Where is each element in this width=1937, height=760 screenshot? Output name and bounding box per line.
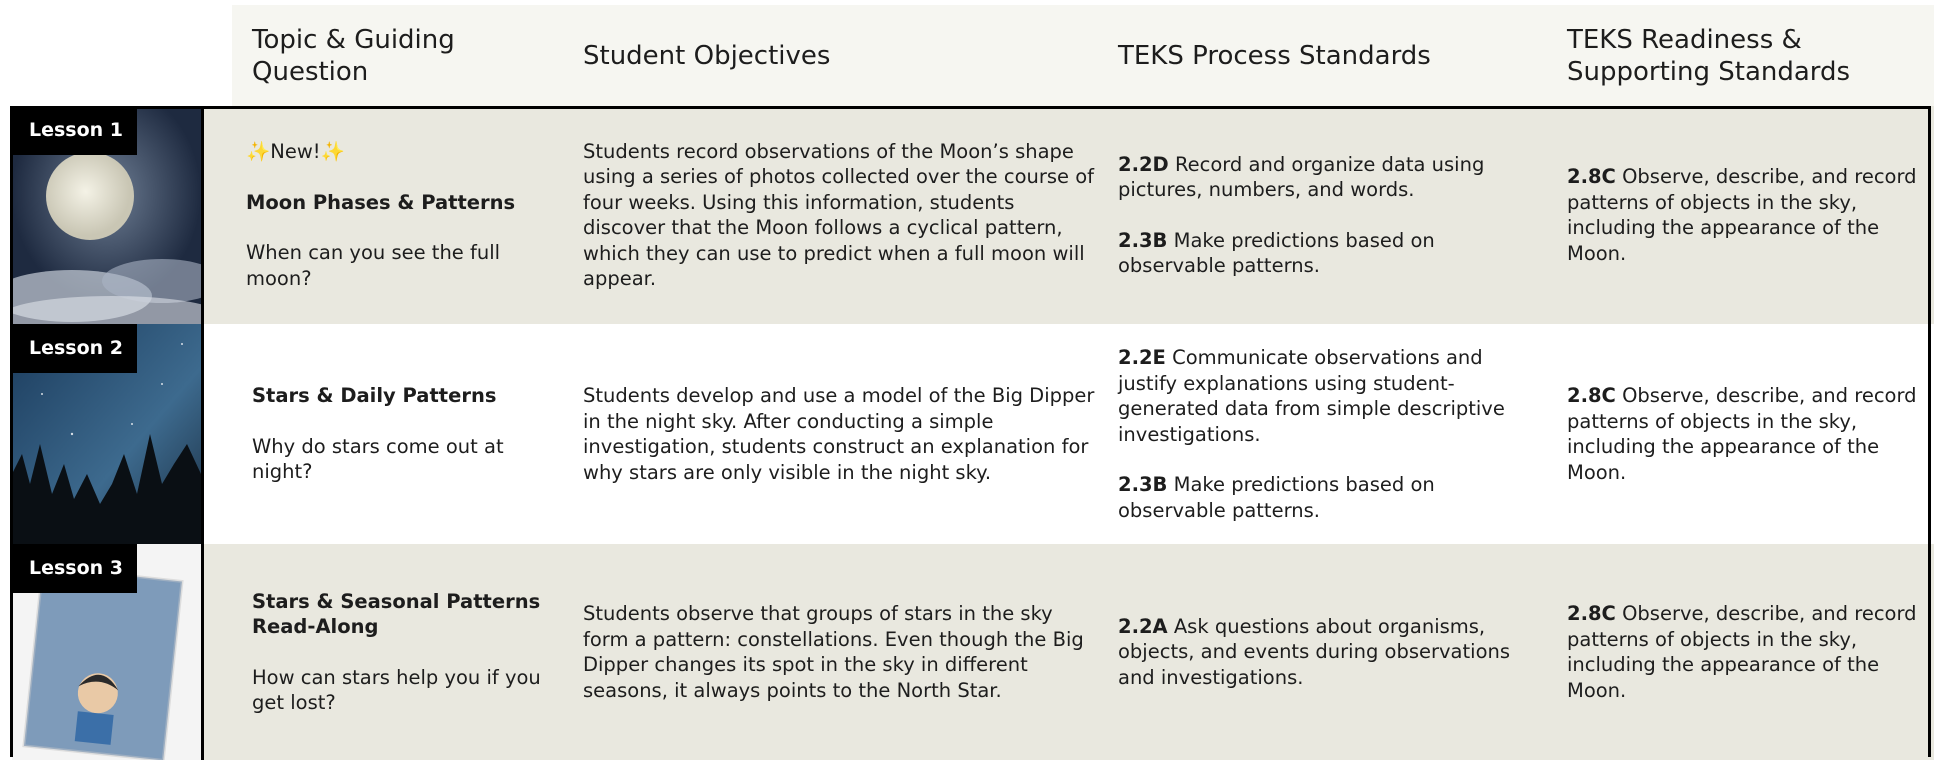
topic-cell: Stars & Daily Patterns Why do stars come… — [252, 324, 552, 544]
objectives: Students observe that groups of stars in… — [583, 602, 1084, 702]
standard-code: 2.3B — [1118, 473, 1168, 496]
readiness-cell: 2.8C Observe, describe, and record patte… — [1567, 544, 1922, 760]
lesson-label: Lesson 1 — [12, 106, 138, 155]
lesson-image: Lesson 1 — [12, 106, 204, 324]
standard-code: 2.8C — [1567, 384, 1616, 407]
lesson-image: Lesson 2 — [12, 324, 204, 544]
standard: 2.8C Observe, describe, and record patte… — [1567, 164, 1922, 266]
lesson-title: Moon Phases & Patterns — [246, 190, 516, 214]
standard-text: Observe, describe, and record patterns o… — [1567, 384, 1917, 484]
process-cell: 2.2E Communicate observations and justif… — [1118, 324, 1538, 544]
standard-text: Communicate observations and justify exp… — [1118, 346, 1505, 446]
column-header: TEKS Readiness & Supporting Standards — [1567, 24, 1851, 87]
standard-code: 2.8C — [1567, 165, 1616, 188]
lesson-row: Lesson 1 ✨New!✨ Moon Phases & Patterns W… — [12, 106, 1934, 324]
guiding-question: Why do stars come out at night? — [252, 434, 504, 484]
standard: 2.2D Record and organize data using pict… — [1118, 152, 1538, 203]
standard-code: 2.2E — [1118, 346, 1166, 369]
standard-code: 2.2A — [1118, 614, 1168, 638]
standard-text: Make predictions based on observable pat… — [1118, 228, 1435, 278]
new-tag: ✨New!✨ — [246, 140, 345, 163]
topic-cell: Stars & Seasonal Patterns Read-Along How… — [252, 544, 562, 760]
lesson-row: Lesson 2 Stars & Daily Patterns Why do s… — [12, 324, 1934, 544]
standard: 2.2A Ask questions about organisms, obje… — [1118, 614, 1538, 691]
column-header: Topic & Guiding Question — [252, 24, 455, 87]
header-bg — [232, 5, 1934, 106]
column-header: Student Objectives — [583, 40, 831, 71]
standard: 2.8C Observe, describe, and record patte… — [1567, 383, 1922, 485]
standard-text: Record and organize data using pictures,… — [1118, 152, 1485, 202]
standard: 2.8C Observe, describe, and record patte… — [1567, 601, 1922, 703]
lesson-title: Stars & Seasonal Patterns Read-Along — [252, 589, 541, 639]
standard: 2.3B Make predictions based on observabl… — [1118, 228, 1538, 279]
objectives: Students record observations of the Moon… — [583, 139, 1095, 291]
readiness-cell: 2.8C Observe, describe, and record patte… — [1567, 106, 1922, 324]
objectives: Students develop and use a model of the … — [583, 384, 1095, 484]
standard-text: Make predictions based on observable pat… — [1118, 473, 1435, 522]
process-cell: 2.2D Record and organize data using pict… — [1118, 106, 1538, 324]
guiding-question: When can you see the full moon? — [246, 241, 501, 290]
objectives-cell: Students record observations of the Moon… — [583, 106, 1098, 324]
topic-cell: ✨New!✨ Moon Phases & Patterns When can y… — [246, 106, 546, 324]
objectives-cell: Students develop and use a model of the … — [583, 324, 1098, 544]
lesson-title: Stars & Daily Patterns — [252, 384, 497, 408]
process-cell: 2.2A Ask questions about organisms, obje… — [1118, 544, 1538, 760]
lesson-label: Lesson 2 — [12, 324, 138, 373]
lesson-row: Lesson 3 Stars & Seasonal Patterns Read-… — [12, 544, 1934, 760]
standard: 2.2E Communicate observations and justif… — [1118, 345, 1538, 447]
standard-text: Ask questions about organisms, objects, … — [1118, 614, 1511, 689]
standard-code: 2.3B — [1118, 228, 1168, 252]
lesson-image: Lesson 3 — [12, 544, 204, 760]
readiness-cell: 2.8C Observe, describe, and record patte… — [1567, 324, 1922, 544]
standard-text: Observe, describe, and record patterns o… — [1567, 165, 1917, 265]
objectives-cell: Students observe that groups of stars in… — [583, 544, 1098, 760]
standard-code: 2.8C — [1567, 602, 1616, 625]
standard-text: Observe, describe, and record patterns o… — [1567, 602, 1917, 702]
guiding-question: How can stars help you if you get lost? — [252, 665, 541, 715]
lesson-label: Lesson 3 — [12, 544, 138, 593]
standard: 2.3B Make predictions based on observabl… — [1118, 472, 1538, 523]
standard-code: 2.2D — [1118, 152, 1169, 176]
column-header: TEKS Process Standards — [1118, 40, 1431, 71]
